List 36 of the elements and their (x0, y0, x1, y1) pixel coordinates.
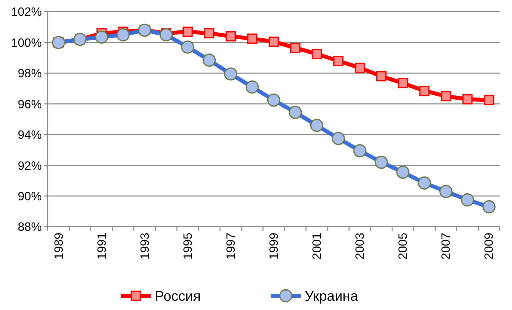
x-tick-label: 2003 (353, 232, 368, 260)
point (182, 26, 194, 38)
legend-label: Россия (155, 288, 201, 304)
point (441, 91, 452, 102)
y-tick-label: 90% (18, 189, 42, 204)
point (333, 56, 344, 66)
point (268, 36, 280, 48)
y-tick-label: 94% (18, 128, 42, 142)
legend-label: Украина (305, 288, 359, 304)
x-tick-label: 2007 (439, 232, 454, 260)
x-tick-label: 1995 (180, 232, 195, 260)
point (484, 95, 494, 106)
point (354, 62, 366, 74)
x-tick-label: 1991 (94, 232, 109, 260)
point (312, 49, 322, 60)
point (247, 34, 258, 44)
y-tick-label: 98% (18, 66, 42, 81)
point (290, 42, 301, 54)
x-tick-label: 1997 (224, 232, 238, 260)
y-tick-label: 96% (18, 97, 42, 112)
x-tick-label: 1989 (52, 232, 66, 260)
y-tick-label: 100% (11, 36, 42, 50)
x-tick-label: 2005 (396, 232, 410, 260)
x-tick-label: 1999 (267, 232, 281, 260)
point (398, 78, 408, 89)
point (204, 28, 215, 39)
x-tick-label: 2001 (310, 232, 324, 260)
point (420, 86, 430, 96)
y-tick-label: 88% (18, 220, 42, 234)
point (376, 71, 387, 82)
point (462, 94, 473, 105)
x-tick-label: 1993 (138, 232, 152, 260)
y-tick-label: 102% (11, 5, 42, 20)
point (226, 31, 236, 42)
x-tick-label: 2009 (482, 232, 496, 260)
y-tick-label: 92% (18, 158, 42, 173)
